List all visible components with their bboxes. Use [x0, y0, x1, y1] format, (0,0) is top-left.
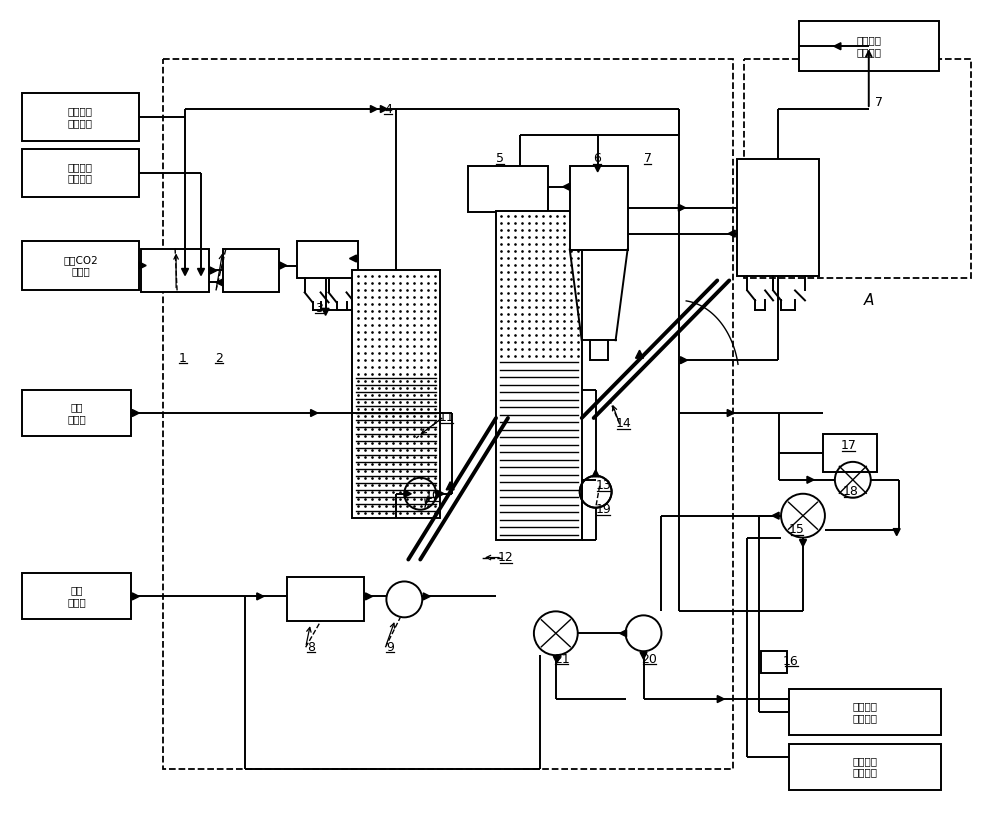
Text: 17: 17	[841, 439, 857, 453]
Polygon shape	[210, 267, 217, 274]
Text: 19: 19	[596, 504, 612, 516]
Text: 3: 3	[315, 302, 323, 315]
Text: 4: 4	[384, 103, 392, 115]
Text: 2: 2	[215, 352, 223, 365]
Polygon shape	[553, 656, 560, 663]
Bar	[789, 744, 941, 790]
Polygon shape	[437, 490, 444, 497]
Polygon shape	[216, 279, 223, 286]
Bar	[163, 59, 733, 769]
Polygon shape	[620, 630, 627, 637]
Polygon shape	[280, 262, 287, 269]
Text: 15: 15	[789, 523, 805, 536]
Text: 5: 5	[496, 152, 504, 165]
Text: 循环冷却
水进界区: 循环冷却 水进界区	[68, 106, 93, 128]
Polygon shape	[680, 357, 687, 364]
Text: 循环冷却
水进界区: 循环冷却 水进界区	[852, 701, 877, 723]
Polygon shape	[834, 43, 841, 50]
Polygon shape	[139, 262, 146, 269]
Polygon shape	[380, 105, 387, 113]
Text: 12: 12	[498, 551, 514, 564]
Polygon shape	[592, 470, 599, 477]
Text: 13: 13	[596, 479, 612, 493]
Polygon shape	[350, 255, 356, 262]
Bar	[22, 149, 139, 197]
Bar	[297, 240, 358, 278]
Bar	[141, 249, 209, 292]
Text: 8: 8	[307, 640, 315, 654]
Bar	[789, 689, 941, 735]
Bar	[22, 240, 139, 291]
Text: 7: 7	[875, 96, 883, 109]
Bar	[744, 59, 971, 278]
Bar	[468, 166, 548, 212]
Text: 21: 21	[554, 653, 570, 665]
Text: 1: 1	[179, 352, 187, 365]
Polygon shape	[772, 512, 779, 519]
Polygon shape	[257, 593, 264, 600]
Text: 烟气
自界区: 烟气 自界区	[67, 585, 86, 607]
Text: 9: 9	[386, 640, 394, 654]
Polygon shape	[594, 164, 601, 172]
Bar	[737, 159, 819, 276]
Polygon shape	[132, 409, 139, 417]
Polygon shape	[182, 269, 189, 276]
Text: 10: 10	[424, 489, 440, 502]
Polygon shape	[728, 230, 735, 237]
Text: 7: 7	[644, 152, 652, 165]
Text: 蒸汽
自界区: 蒸汽 自界区	[67, 402, 86, 424]
Polygon shape	[198, 269, 204, 276]
Text: 6: 6	[593, 152, 601, 165]
Text: 18: 18	[843, 485, 859, 498]
Text: 循环冷却
水出界区: 循环冷却 水出界区	[68, 162, 93, 184]
Text: 循环冷却
水出界区: 循环冷却 水出界区	[852, 756, 877, 777]
Polygon shape	[404, 490, 411, 497]
Bar	[590, 340, 608, 360]
Bar	[761, 651, 787, 673]
Polygon shape	[370, 105, 377, 113]
Bar	[22, 574, 131, 620]
Bar	[352, 271, 440, 518]
Text: 高纯CO2
出界区: 高纯CO2 出界区	[63, 255, 98, 276]
Polygon shape	[893, 529, 900, 535]
Polygon shape	[636, 350, 644, 358]
Polygon shape	[311, 409, 318, 417]
Polygon shape	[132, 593, 139, 600]
Polygon shape	[446, 482, 454, 490]
Polygon shape	[678, 205, 685, 211]
Bar	[570, 166, 628, 250]
Bar	[22, 390, 131, 436]
Polygon shape	[563, 183, 570, 190]
Bar	[287, 578, 364, 621]
Bar	[799, 22, 939, 71]
Polygon shape	[807, 476, 814, 483]
Text: 14: 14	[616, 418, 631, 431]
Polygon shape	[727, 409, 734, 417]
Text: A: A	[864, 293, 874, 308]
Bar	[823, 434, 877, 472]
Polygon shape	[322, 308, 329, 316]
Polygon shape	[423, 593, 430, 600]
Text: 16: 16	[783, 655, 799, 668]
Polygon shape	[800, 539, 806, 547]
Bar	[496, 210, 582, 539]
Polygon shape	[640, 652, 647, 659]
Polygon shape	[717, 696, 724, 702]
Text: 11: 11	[438, 412, 454, 424]
Bar	[22, 93, 139, 141]
Polygon shape	[365, 593, 372, 600]
Bar	[223, 249, 279, 292]
Text: 净化后烟
气出界区: 净化后烟 气出界区	[856, 35, 881, 57]
Text: 20: 20	[642, 653, 657, 665]
